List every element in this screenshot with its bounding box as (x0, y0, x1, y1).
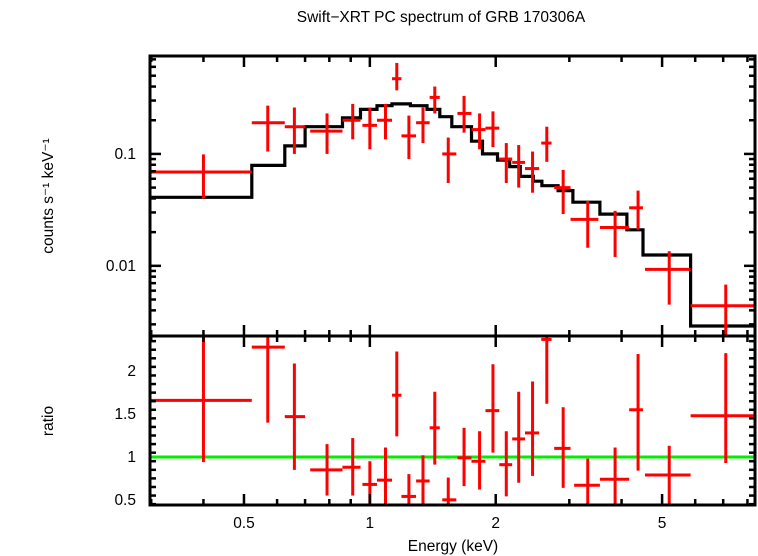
data-point (499, 143, 513, 183)
spectrum-panel: 0.1 0.01 (106, 54, 757, 338)
ratio-point (629, 354, 643, 471)
ratio-panel: 0.5 1 1.5 2 0.5 1 2 5 (114, 334, 757, 532)
data-point (342, 103, 361, 140)
y-axis-label-spectrum: counts s⁻¹ keV⁻¹ (40, 138, 57, 253)
data-point (401, 115, 417, 160)
data-point (485, 111, 500, 148)
y-tick-label: 2 (127, 363, 136, 380)
ratio-point (401, 474, 417, 505)
y-tick-label: 0.01 (106, 258, 136, 275)
data-point (524, 151, 540, 193)
ratio-point (644, 445, 691, 505)
ratio-axes: 0.5 1 1.5 2 0.5 1 2 5 (114, 334, 757, 532)
model-curve (150, 102, 755, 328)
ratio-point (471, 431, 486, 490)
ratio-point (690, 353, 755, 463)
data-point (251, 105, 285, 152)
ratio-point (499, 431, 513, 497)
y-tick-label: 1 (127, 449, 136, 466)
ratio-point (284, 363, 306, 470)
ratio-point (342, 438, 361, 496)
ratio-point (429, 391, 440, 465)
x-tick-label: 5 (658, 515, 667, 532)
x-tick-label: 0.5 (233, 515, 255, 532)
ratio-point (599, 447, 630, 505)
ratio-point (554, 407, 571, 488)
ratio-point (392, 351, 402, 437)
ratio-point (150, 336, 252, 463)
ratio-point (442, 477, 457, 505)
x-tick-label: 1 (366, 515, 375, 532)
ratio-point (457, 427, 472, 487)
y-tick-label: 0.5 (114, 492, 136, 509)
ratio-point (524, 381, 540, 476)
ratio-point (251, 336, 285, 423)
data-point (541, 126, 552, 162)
y-tick-label: 0.1 (114, 146, 136, 163)
y-axis-label-ratio: ratio (40, 406, 57, 436)
data-point (392, 62, 402, 91)
data-point (570, 200, 599, 248)
data-point (471, 113, 486, 150)
model-step-line (150, 102, 755, 328)
data-point (429, 86, 440, 114)
data-point (457, 95, 472, 133)
ratio-point (310, 444, 343, 496)
data-point (310, 113, 343, 154)
y-tick-label: 1.5 (114, 406, 136, 423)
data-point (599, 210, 630, 257)
ratio-point (376, 447, 393, 505)
ratio-point (416, 455, 430, 505)
ratio-data-points (150, 336, 755, 505)
data-point (284, 107, 306, 154)
data-point (690, 284, 755, 336)
x-axis-label: Energy (keV) (408, 538, 498, 555)
data-point (554, 169, 571, 215)
data-point (416, 107, 430, 144)
data-point (362, 107, 377, 150)
ratio-frame (148, 334, 757, 507)
ratio-point (574, 458, 600, 505)
data-point (512, 145, 525, 188)
data-point (644, 251, 691, 305)
ratio-point (512, 391, 525, 483)
data-point (629, 190, 643, 230)
ratio-point (485, 364, 500, 453)
data-point (376, 103, 393, 140)
data-point (150, 154, 252, 199)
chart-title: Swift−XRT PC spectrum of GRB 170306A (297, 9, 586, 26)
data-point (442, 137, 457, 183)
ratio-point (541, 336, 552, 404)
x-tick-label: 2 (491, 515, 500, 532)
spectrum-data-points (150, 62, 755, 336)
